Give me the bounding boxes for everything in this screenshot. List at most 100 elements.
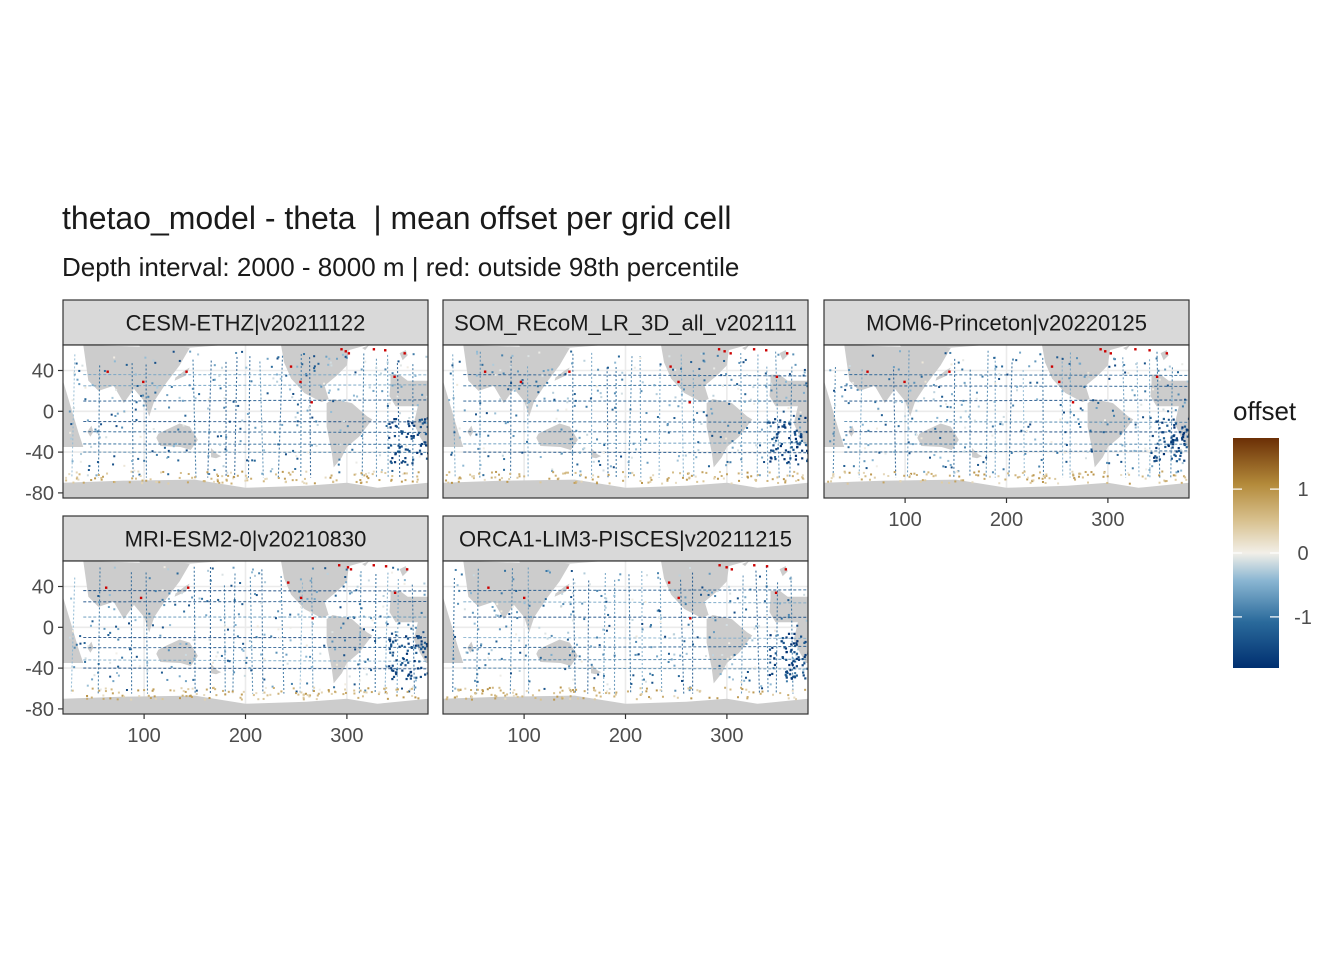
outlier-cell bbox=[784, 568, 788, 571]
offset-cell bbox=[706, 589, 709, 592]
x-tick-label: 300 bbox=[710, 725, 743, 747]
offset-cell bbox=[245, 366, 248, 369]
offset-cell bbox=[799, 426, 802, 429]
offset-cell bbox=[445, 479, 448, 482]
offset-cell bbox=[592, 460, 595, 463]
offset-cell bbox=[221, 366, 224, 369]
offset-cell bbox=[711, 654, 714, 657]
offset-cell bbox=[487, 652, 490, 655]
offset-cell bbox=[100, 423, 103, 426]
offset-cell bbox=[539, 481, 542, 484]
offset-cell bbox=[799, 411, 802, 414]
outlier-cell bbox=[566, 586, 569, 589]
offset-cell bbox=[795, 643, 798, 646]
offset-cell bbox=[708, 636, 711, 639]
offset-cell bbox=[933, 391, 936, 394]
offset-cell bbox=[1078, 422, 1081, 425]
offset-cell bbox=[425, 642, 428, 646]
offset-cell bbox=[1155, 446, 1158, 450]
offset-cell bbox=[141, 482, 144, 485]
offset-cell bbox=[137, 457, 140, 460]
offset-cell bbox=[506, 693, 509, 696]
offset-cell bbox=[677, 405, 680, 408]
offset-cell bbox=[785, 674, 788, 678]
offset-cell bbox=[292, 392, 295, 395]
offset-cell bbox=[294, 416, 297, 419]
outlier-cell bbox=[142, 380, 145, 384]
offset-cell bbox=[724, 686, 727, 689]
offset-cell bbox=[573, 404, 576, 407]
offset-cell bbox=[729, 688, 732, 691]
offset-cell bbox=[151, 689, 154, 692]
offset-cell bbox=[794, 660, 797, 663]
offset-cell bbox=[1181, 426, 1184, 429]
offset-cell bbox=[411, 694, 414, 697]
offset-cell bbox=[934, 474, 937, 477]
offset-cell bbox=[168, 592, 171, 595]
outlier-cell bbox=[519, 380, 523, 384]
offset-cell bbox=[109, 697, 112, 700]
offset-cell bbox=[773, 663, 777, 667]
offset-cell bbox=[806, 459, 808, 463]
offset-cell bbox=[1026, 429, 1029, 432]
offset-cell bbox=[865, 467, 868, 470]
chart-subtitle: Depth interval: 2000 - 8000 m | red: out… bbox=[62, 252, 740, 282]
offset-cell bbox=[191, 596, 194, 599]
offset-cell bbox=[506, 480, 509, 483]
offset-cell bbox=[219, 443, 222, 446]
outlier-cell bbox=[723, 350, 726, 353]
offset-cell bbox=[757, 400, 760, 403]
offset-cell bbox=[421, 393, 424, 396]
offset-cell bbox=[116, 698, 119, 701]
offset-cell bbox=[313, 365, 316, 368]
offset-cell bbox=[327, 689, 330, 692]
offset-cell bbox=[178, 359, 181, 362]
offset-cell bbox=[711, 434, 714, 437]
offset-cell bbox=[647, 481, 650, 484]
offset-cell bbox=[224, 626, 227, 629]
offset-cell bbox=[405, 472, 408, 475]
offset-cell bbox=[694, 475, 697, 478]
offset-cell bbox=[237, 404, 240, 407]
offset-cell bbox=[401, 473, 404, 476]
offset-cell bbox=[702, 480, 705, 483]
offset-cell bbox=[759, 444, 762, 447]
offset-cell bbox=[568, 665, 571, 668]
offset-cell bbox=[470, 698, 473, 701]
offset-cell bbox=[687, 472, 690, 475]
offset-cell bbox=[181, 399, 184, 402]
offset-cell bbox=[500, 592, 503, 595]
track-cells bbox=[83, 667, 428, 670]
land-mass bbox=[769, 374, 808, 447]
offset-cell bbox=[794, 437, 798, 440]
offset-cell bbox=[416, 404, 419, 407]
offset-cell bbox=[802, 674, 805, 677]
offset-cell bbox=[319, 652, 322, 655]
offset-cell bbox=[934, 427, 937, 430]
offset-cell bbox=[390, 461, 393, 465]
offset-cell bbox=[679, 472, 682, 475]
offset-cell bbox=[789, 577, 792, 580]
offset-cell bbox=[1144, 447, 1147, 450]
offset-cell bbox=[740, 471, 743, 474]
offset-cell bbox=[160, 671, 163, 674]
offset-cell bbox=[560, 428, 563, 431]
offset-cell bbox=[1084, 457, 1087, 460]
offset-cell bbox=[295, 479, 298, 482]
offset-cell bbox=[412, 436, 415, 439]
offset-cell bbox=[229, 471, 232, 474]
offset-cell bbox=[309, 655, 312, 658]
offset-cell bbox=[615, 691, 618, 694]
offset-cell bbox=[516, 476, 519, 479]
offset-cell bbox=[504, 569, 507, 572]
offset-cell bbox=[512, 694, 515, 697]
offset-cell bbox=[1106, 481, 1109, 484]
offset-cell bbox=[1045, 475, 1048, 478]
offset-cell bbox=[629, 472, 632, 475]
offset-cell bbox=[783, 458, 786, 461]
offset-cell bbox=[964, 383, 967, 386]
offset-cell bbox=[924, 380, 927, 383]
offset-cell bbox=[1177, 393, 1180, 396]
offset-cell bbox=[354, 473, 357, 476]
offset-cell bbox=[561, 592, 564, 595]
